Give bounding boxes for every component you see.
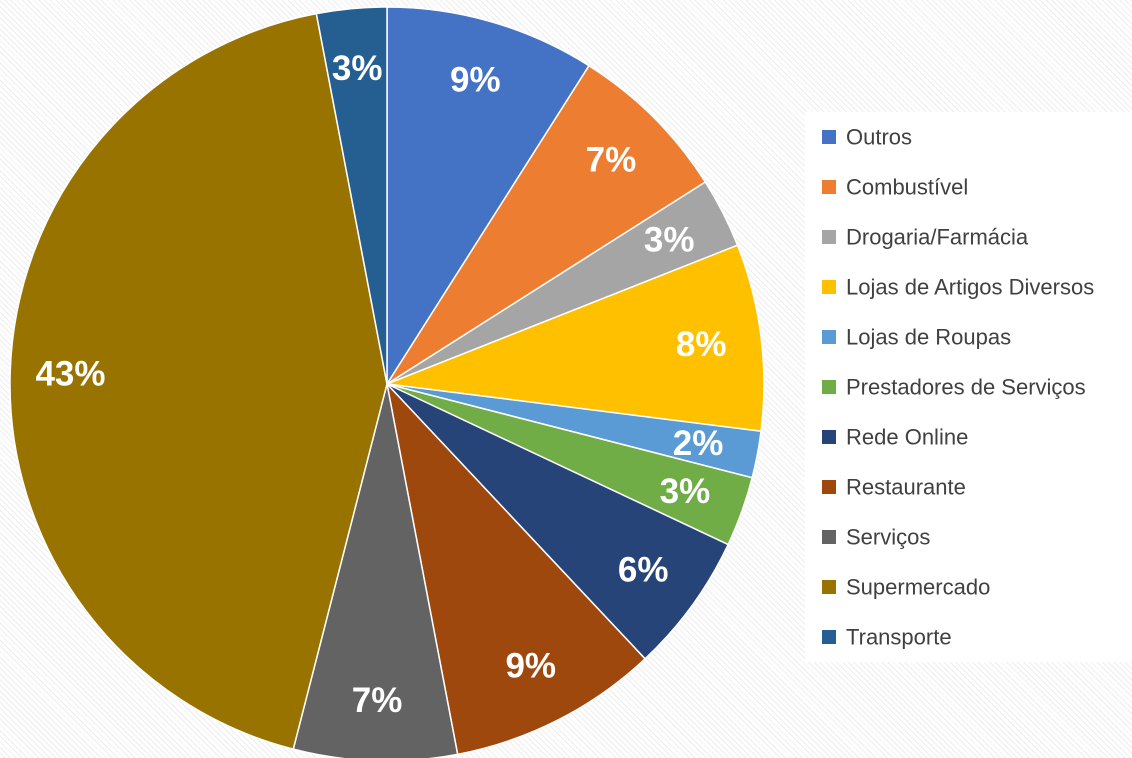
legend-swatch [822, 380, 836, 394]
legend-box [805, 112, 1132, 662]
legend-swatch [822, 430, 836, 444]
pie-slice [386, 244, 765, 433]
data-label: 43% [35, 355, 105, 394]
data-label: 9% [450, 60, 501, 99]
data-label: 3% [660, 472, 711, 511]
legend-label: Outros [846, 125, 912, 150]
data-label: 3% [332, 49, 383, 88]
data-label: 8% [676, 325, 727, 364]
legend-label: Restaurante [846, 475, 966, 500]
legend-label: Drogaria/Farmácia [846, 225, 1029, 250]
data-label: 7% [586, 141, 637, 180]
pie-slice [385, 381, 647, 756]
legend-label: Supermercado [846, 575, 990, 600]
legend-swatch [822, 330, 836, 344]
legend-swatch [822, 130, 836, 144]
data-label: 6% [618, 551, 669, 590]
pie-slice [9, 12, 388, 751]
legend-swatch [822, 230, 836, 244]
legend-label: Serviços [846, 525, 930, 550]
legend-swatch [822, 580, 836, 594]
pie-slice [386, 383, 730, 660]
legend-swatch [822, 180, 836, 194]
data-label: 9% [505, 647, 556, 686]
legend-label: Rede Online [846, 425, 968, 450]
legend-swatch [822, 530, 836, 544]
legend-label: Transporte [846, 625, 952, 650]
data-label: 3% [644, 221, 695, 260]
legend-label: Lojas de Artigos Diversos [846, 275, 1094, 300]
legend-label: Prestadores de Serviços [846, 375, 1086, 400]
legend-swatch [822, 280, 836, 294]
pie-slice [386, 64, 707, 385]
pie-slice [315, 6, 388, 385]
pie-slice [386, 6, 591, 387]
legend-swatch [822, 480, 836, 494]
legend-label: Lojas de Roupas [846, 325, 1011, 350]
data-label: 7% [352, 681, 403, 720]
data-label: 2% [673, 424, 724, 463]
pie-slice [292, 383, 459, 758]
legend-label: Combustível [846, 175, 968, 200]
legend-swatch [822, 630, 836, 644]
